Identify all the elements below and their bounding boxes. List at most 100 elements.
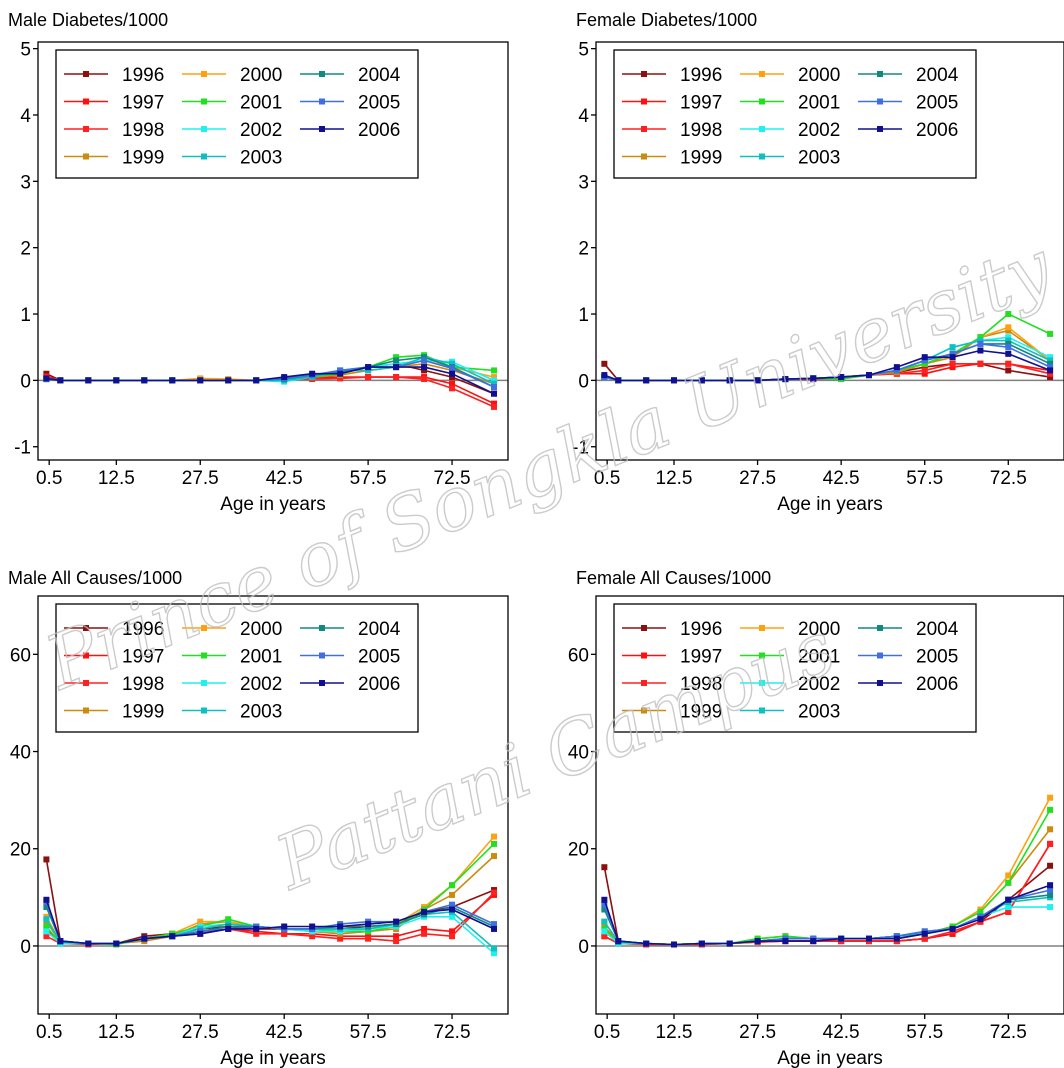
chart-title: Male Diabetes/1000 <box>8 10 168 30</box>
legend-label-2005: 2005 <box>358 93 400 114</box>
legend-marker-2003 <box>759 153 765 160</box>
data-point-2006 <box>838 935 845 942</box>
data-point-2004 <box>43 904 50 911</box>
data-point-2006 <box>921 930 928 937</box>
data-point-1998 <box>337 375 344 382</box>
data-point-2001 <box>977 334 984 341</box>
legend-box <box>55 603 419 733</box>
legend-marker-1999 <box>641 707 647 714</box>
y-tick-label: 0 <box>20 937 31 958</box>
data-point-1996 <box>449 374 456 381</box>
y-tick-label: 20 <box>10 840 31 861</box>
data-point-2005 <box>1005 344 1012 351</box>
legend-label-1997: 1997 <box>680 647 722 668</box>
chart-panel-2: Female Diabetes/1000 -1 0 1 2 3 4 5 0.5 12.5 27.5 4… <box>572 10 1064 515</box>
x-axis-label: Age in years <box>220 1048 326 1068</box>
x-tick-label: 12.5 <box>656 1022 693 1043</box>
data-point-2006 <box>449 370 456 377</box>
legend-marker-2003 <box>201 707 207 714</box>
data-point-2005 <box>601 901 608 908</box>
data-point-2003 <box>491 945 498 952</box>
data-point-1997 <box>393 933 400 940</box>
legend-label-2006: 2006 <box>358 674 400 695</box>
data-point-2002 <box>1047 354 1054 361</box>
legend-label-1998: 1998 <box>680 120 722 141</box>
x-tick-label: 57.5 <box>350 468 387 489</box>
legend-label-1998: 1998 <box>122 120 164 141</box>
data-point-2003 <box>1047 357 1054 364</box>
legend-label-2005: 2005 <box>916 93 958 114</box>
legend-box <box>613 603 977 733</box>
chart-title: Female All Causes/1000 <box>576 568 771 588</box>
legend-label-1997: 1997 <box>122 647 164 668</box>
watermark: Prince of Songkla University Pattani Cam… <box>32 223 1064 908</box>
legend-marker-1996 <box>641 71 647 77</box>
x-tick-label: 72.5 <box>990 468 1027 489</box>
data-point-2006 <box>601 896 608 903</box>
data-point-2002 <box>1047 904 1054 911</box>
x-tick-label: 12.5 <box>656 468 693 489</box>
legend-label-2000: 2000 <box>240 619 282 640</box>
legend-marker-2002 <box>759 680 765 686</box>
legend-label-1997: 1997 <box>122 93 164 114</box>
y-tick-label: 2 <box>20 239 31 260</box>
data-point-2006 <box>643 940 650 947</box>
legend-marker-1999 <box>641 153 647 160</box>
data-point-1998 <box>393 938 400 945</box>
x-tick-label: 0.5 <box>36 1022 62 1043</box>
data-point-2005 <box>421 357 428 364</box>
legend-marker-2003 <box>759 707 765 714</box>
data-point-1998 <box>337 935 344 942</box>
data-point-2005 <box>337 367 344 374</box>
data-point-2006 <box>977 916 984 923</box>
data-point-2006 <box>225 377 232 384</box>
data-point-1996 <box>601 360 608 367</box>
data-point-1998 <box>1005 360 1012 367</box>
data-point-2006 <box>810 938 817 945</box>
data-point-1996 <box>921 364 928 371</box>
legend: 1996 1997 1998 1999 2000 2001 2002 2003 2004 2005… <box>55 603 419 733</box>
legend-label-2005: 2005 <box>916 647 958 668</box>
data-point-1996 <box>43 856 50 863</box>
data-point-2006 <box>113 377 120 384</box>
x-tick-label: 12.5 <box>98 468 135 489</box>
data-point-1997 <box>491 400 498 407</box>
data-point-1997 <box>421 925 428 932</box>
y-tick-label: 4 <box>20 106 31 127</box>
data-point-2000 <box>1005 324 1012 331</box>
legend-label-2003: 2003 <box>798 148 840 169</box>
data-point-2001 <box>1047 806 1054 813</box>
data-point-2004 <box>421 354 428 361</box>
data-point-2004 <box>1047 891 1054 898</box>
series-group <box>43 833 498 957</box>
y-tick-label: 4 <box>578 106 589 127</box>
legend-label-2002: 2002 <box>240 674 282 695</box>
legend-marker-2002 <box>759 126 765 132</box>
data-point-2005 <box>977 340 984 347</box>
data-point-1998 <box>977 360 984 367</box>
series-group <box>601 311 1054 384</box>
legend-marker-1996 <box>83 71 89 77</box>
data-point-2005 <box>921 357 928 364</box>
data-point-2002 <box>491 377 498 384</box>
x-tick-label: 42.5 <box>823 1022 860 1043</box>
legend-marker-2005 <box>877 652 883 659</box>
data-point-2006 <box>615 938 622 945</box>
data-point-1998 <box>365 935 372 942</box>
legend-label-2001: 2001 <box>798 93 840 114</box>
data-point-2006 <box>893 364 900 371</box>
data-point-2006 <box>169 933 176 940</box>
legend-box <box>55 49 419 179</box>
data-point-2006 <box>782 376 789 383</box>
legend-label-2005: 2005 <box>358 647 400 668</box>
data-point-2002 <box>601 928 608 935</box>
data-point-2006 <box>365 921 372 928</box>
data-point-1998 <box>309 933 316 940</box>
y-tick-label: 5 <box>578 40 589 61</box>
data-point-2003 <box>1005 337 1012 344</box>
legend-marker-1996 <box>83 625 89 631</box>
legend-label-1999: 1999 <box>680 702 722 723</box>
data-point-1998 <box>421 930 428 937</box>
data-point-2006 <box>810 375 817 382</box>
legend-marker-1998 <box>83 680 89 686</box>
